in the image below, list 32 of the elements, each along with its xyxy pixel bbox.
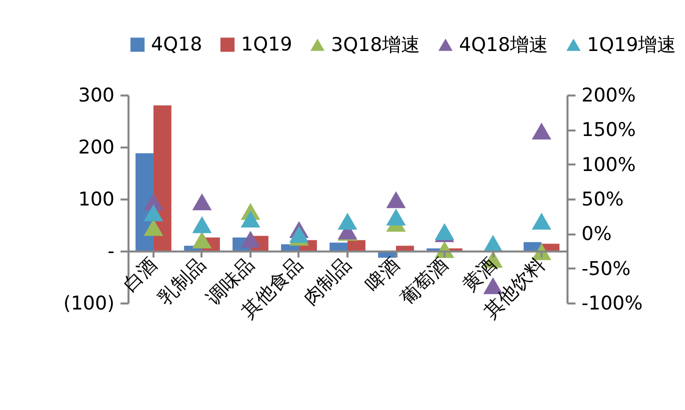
y2-tick-label: -50% — [582, 258, 631, 280]
bar — [348, 240, 366, 251]
y2-tick-label: 50% — [582, 188, 624, 210]
point — [240, 210, 260, 228]
legend-label: 1Q19增速 — [587, 34, 676, 56]
point — [192, 193, 212, 210]
point — [386, 208, 406, 226]
y-tick-label: 200 — [78, 136, 114, 158]
y-tick-label: (100) — [63, 292, 114, 314]
bar — [330, 242, 348, 251]
y-tick-label: - — [108, 240, 114, 262]
y-tick-label: 300 — [78, 84, 114, 106]
point — [240, 230, 260, 248]
y2-tick-label: 100% — [582, 154, 636, 176]
y2-tick-label: -100% — [582, 292, 643, 314]
bar — [153, 105, 172, 251]
point — [289, 226, 309, 243]
y-tick-label: 100 — [78, 188, 114, 210]
point — [386, 191, 406, 208]
y2-tick-label: 0% — [582, 223, 612, 246]
point — [144, 204, 164, 222]
y2-tick-label: 200% — [582, 84, 636, 106]
point — [192, 231, 212, 248]
point — [532, 212, 552, 230]
legend-label: 4Q18增速 — [459, 34, 548, 56]
legend-label: 3Q18增速 — [331, 34, 420, 56]
point — [192, 216, 212, 234]
point — [532, 122, 552, 140]
point — [338, 212, 358, 230]
legend-label: 4Q18 — [151, 34, 202, 56]
y2-tick-label: 150% — [582, 119, 636, 142]
legend-label: 1Q19 — [241, 34, 292, 56]
